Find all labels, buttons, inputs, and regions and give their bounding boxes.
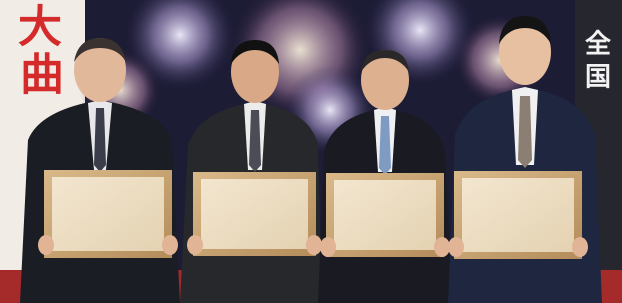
banner-kanji: 国 [585, 63, 611, 93]
certificate [454, 171, 582, 259]
banner-kanji: 全 [585, 30, 611, 60]
certificate [326, 173, 444, 257]
page: 大 曲 全 国 [0, 0, 622, 303]
photo: 大 曲 全 国 [0, 0, 622, 303]
certificate [44, 170, 172, 258]
certificate [193, 172, 316, 256]
banner-kanji: 曲 [20, 50, 64, 101]
banner-kanji: 大 [18, 2, 62, 53]
